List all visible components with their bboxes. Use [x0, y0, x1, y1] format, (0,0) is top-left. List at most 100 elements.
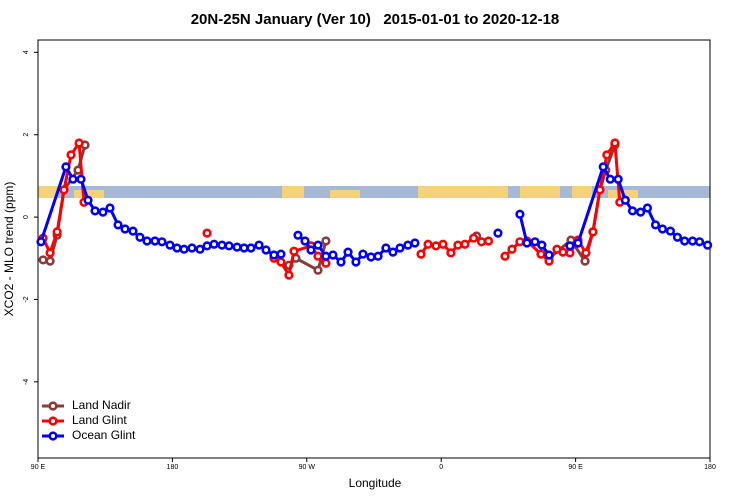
data-point [672, 232, 683, 242]
data-point [613, 174, 623, 184]
data-point [558, 247, 568, 257]
data-point [388, 247, 398, 257]
data-point [476, 237, 487, 247]
data-point [642, 203, 653, 213]
x-tick-label: 0 [439, 464, 443, 471]
y-axis-label: XCO2 - MLO trend (ppm) [2, 182, 16, 317]
data-point [483, 236, 494, 246]
data-point [580, 256, 590, 266]
data-point [544, 250, 554, 260]
data-point [493, 228, 503, 238]
data-point [321, 251, 331, 261]
legend-label: Ocean Glint [72, 428, 136, 442]
data-point [293, 230, 303, 240]
data-point [59, 185, 69, 195]
data-point [157, 237, 167, 247]
data-point [627, 206, 638, 216]
data-point [438, 239, 448, 249]
data-point [187, 243, 197, 253]
data-point [261, 245, 271, 255]
data-point [381, 243, 391, 253]
data-point [602, 150, 612, 160]
data-point [515, 209, 525, 219]
data-point [610, 138, 620, 148]
data-point [358, 249, 368, 259]
legend-label: Land Glint [72, 413, 127, 427]
data-point [507, 244, 517, 254]
data-point [410, 238, 420, 248]
data-point [105, 203, 115, 213]
data-point [598, 162, 608, 172]
data-point [276, 257, 286, 267]
legend-swatch-point [48, 401, 58, 411]
data-point [113, 220, 123, 230]
data-point [694, 237, 705, 247]
data-point [500, 251, 510, 261]
legend-swatch-point [48, 431, 58, 441]
data-point [620, 195, 630, 205]
y-tick-label: 2 [23, 133, 30, 137]
x-tick-label: 90 E [568, 464, 583, 471]
data-point [224, 241, 234, 251]
data-point [165, 240, 175, 250]
data-point [269, 250, 279, 260]
data-point [336, 257, 346, 267]
x-tick-label: 180 [167, 464, 179, 471]
data-point [515, 237, 525, 247]
data-point [45, 256, 55, 266]
data-point [536, 249, 546, 259]
data-point [61, 162, 71, 172]
legend-swatch-point [48, 416, 58, 426]
data-point [313, 240, 323, 250]
data-point [217, 240, 227, 250]
land-strip [74, 190, 104, 198]
data-point [36, 237, 46, 247]
data-point [68, 174, 78, 184]
data-point [321, 258, 331, 268]
data-point [195, 244, 205, 254]
data-point [74, 138, 84, 148]
data-point [313, 265, 323, 275]
data-point [83, 195, 93, 205]
data-point [343, 247, 353, 257]
data-point [403, 240, 413, 250]
data-point [328, 250, 338, 260]
data-point [431, 241, 441, 251]
land-strip [330, 190, 360, 198]
data-point [209, 239, 219, 249]
data-point [453, 240, 463, 250]
data-point [128, 226, 138, 236]
data-point [446, 248, 456, 258]
data-point [373, 251, 383, 261]
data-point [45, 248, 55, 258]
data-point [254, 240, 264, 250]
data-point [605, 174, 615, 184]
chart-title: 20N-25N January (Ver 10) 2015-01-01 to 2… [191, 11, 560, 28]
plot-frame [37, 39, 711, 459]
data-point [366, 252, 376, 262]
y-tick-label: -4 [23, 379, 30, 385]
data-point [90, 206, 100, 216]
data-point [460, 239, 470, 249]
data-point [284, 270, 294, 280]
data-point [522, 238, 532, 248]
data-point [276, 249, 286, 259]
data-point [703, 240, 713, 250]
data-point [76, 174, 86, 184]
data-point [565, 248, 575, 258]
x-tick-label: 90 W [299, 464, 316, 471]
data-point [588, 227, 598, 237]
series-line [42, 144, 87, 263]
data-point [530, 237, 540, 247]
x-tick-label: 90 E [31, 464, 46, 471]
y-tick-label: -2 [23, 296, 30, 302]
data-point [202, 241, 212, 251]
data-point [565, 241, 575, 251]
data-point [135, 232, 145, 242]
data-point [650, 220, 661, 230]
map-strip [38, 186, 710, 198]
data-point [657, 224, 668, 234]
data-point [142, 236, 152, 246]
